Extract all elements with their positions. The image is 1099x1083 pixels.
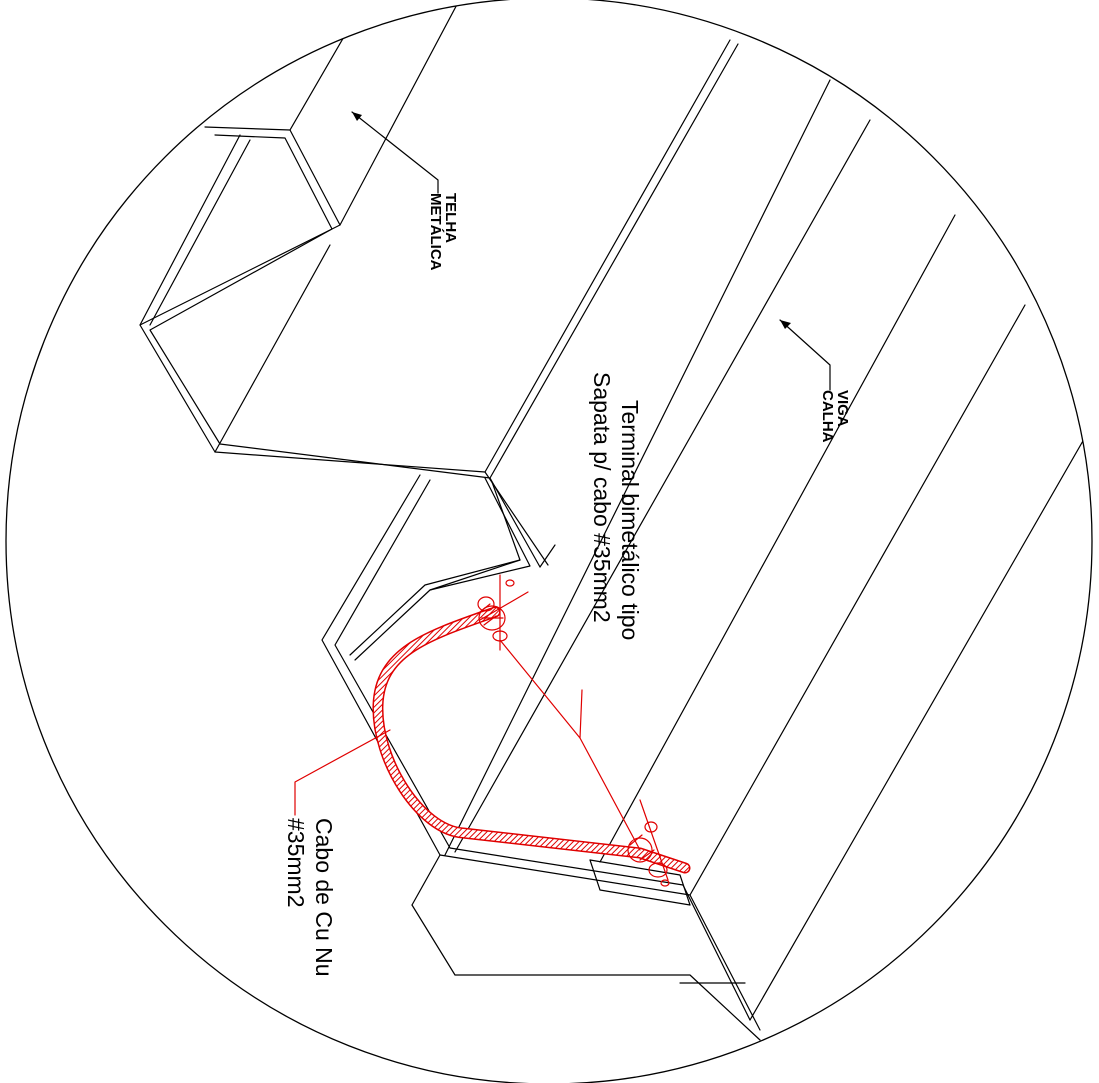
structure-linework — [139, 0, 1092, 1041]
calha-profile — [321, 474, 761, 1041]
telha-metalica-profile — [139, 0, 739, 568]
label-telha-line1: TELHA — [442, 193, 459, 243]
label-terminal-line1: Terminal bimetálico tipo — [617, 400, 643, 640]
label-terminal: Terminal bimetálico tipo Sapata p/ cabo … — [589, 372, 643, 640]
viga-leader — [779, 319, 831, 391]
label-cabo: Cabo de Cu Nu #35mm2 — [283, 818, 337, 977]
terminal-leader — [499, 639, 641, 851]
label-cabo-line1: Cabo de Cu Nu — [311, 818, 337, 977]
label-telha-line2: METÁLICA — [427, 193, 444, 271]
label-telha-metalica: TELHA METÁLICA — [427, 193, 459, 271]
detail-circle — [5, 0, 1093, 1083]
copper-cable — [372, 591, 691, 874]
label-viga-calha: VIGA CALHA — [819, 390, 851, 443]
telha-leader — [351, 111, 439, 194]
terminal-clamp-bottom — [627, 799, 670, 887]
viga-calha-beams — [444, 79, 1092, 1021]
cabo-leader — [294, 729, 391, 816]
label-cabo-line2: #35mm2 — [283, 818, 309, 907]
label-viga-line1: VIGA — [834, 390, 851, 427]
label-terminal-line2: Sapata p/ cabo #35mm2 — [589, 372, 615, 623]
label-viga-line2: CALHA — [819, 390, 836, 443]
terminal-clamp-top — [477, 574, 515, 651]
